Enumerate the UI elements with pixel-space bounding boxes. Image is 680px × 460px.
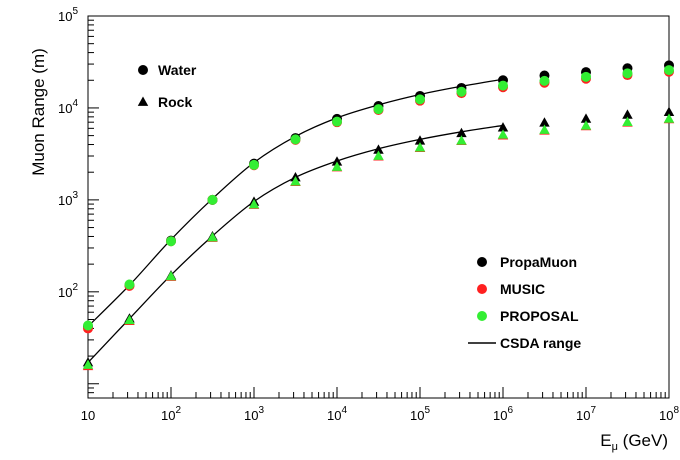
point-propamuon-rock bbox=[663, 106, 675, 116]
point-proposal-water bbox=[166, 236, 176, 247]
point-proposal-water bbox=[415, 94, 425, 105]
legend-water-label: Water bbox=[158, 62, 197, 78]
x-tick-label: 105 bbox=[410, 405, 430, 423]
point-proposal-rock bbox=[207, 231, 218, 242]
point-propamuon-rock bbox=[580, 113, 592, 123]
point-proposal-rock bbox=[331, 161, 343, 171]
point-propamuon-rock bbox=[331, 156, 343, 166]
point-proposal-rock bbox=[248, 199, 260, 209]
point-proposal-water bbox=[290, 134, 301, 145]
x-tick-label: 107 bbox=[576, 405, 596, 423]
legend-label: CSDA range bbox=[500, 335, 581, 351]
y-axis-title: Muon Range (m) bbox=[29, 48, 48, 176]
x-tick-label: 10 bbox=[81, 408, 95, 423]
point-propamuon-rock bbox=[414, 135, 426, 145]
x-tick-label: 106 bbox=[493, 405, 513, 423]
point-propamuon-rock bbox=[456, 127, 467, 138]
point-proposal-water bbox=[664, 65, 674, 76]
legend-proposal-marker bbox=[477, 311, 487, 321]
legend-music-marker bbox=[477, 284, 487, 294]
y-tick-label: 105 bbox=[58, 6, 78, 24]
x-axis-tick-labels: 10 102 103 104 105 106 107 108 bbox=[81, 405, 680, 423]
legend-rock-marker bbox=[137, 96, 149, 106]
x-tick-label: 104 bbox=[327, 405, 347, 423]
point-proposal-rock bbox=[663, 113, 675, 123]
csda-line-rock bbox=[87, 124, 504, 364]
point-proposal-water bbox=[249, 159, 259, 170]
x-axis-title: Eμ (GeV) bbox=[600, 431, 668, 453]
point-proposal-rock bbox=[622, 116, 633, 127]
point-proposal-rock bbox=[124, 314, 135, 325]
point-proposal-rock bbox=[414, 142, 426, 152]
point-proposal-rock bbox=[497, 129, 509, 139]
point-proposal-water bbox=[373, 104, 384, 115]
point-proposal-water bbox=[456, 86, 467, 97]
y-tick-label: 104 bbox=[58, 98, 78, 116]
legend-label: PROPOSAL bbox=[500, 308, 579, 324]
point-proposal-water bbox=[124, 279, 135, 290]
legend-propamuon-marker bbox=[477, 257, 487, 267]
point-proposal-water bbox=[539, 75, 550, 86]
x-axis-ticks bbox=[87, 387, 670, 398]
x-tick-label: 108 bbox=[659, 405, 679, 423]
csda-lines bbox=[87, 78, 504, 364]
legend-rock-label: Rock bbox=[158, 94, 192, 110]
plot-frame bbox=[87, 15, 670, 399]
csda-line-water bbox=[87, 78, 504, 327]
point-propamuon-rock bbox=[373, 144, 384, 154]
point-proposal-water bbox=[498, 80, 508, 91]
point-proposal-rock bbox=[580, 120, 592, 130]
point-proposal-rock bbox=[539, 124, 550, 134]
point-proposal-water bbox=[332, 116, 342, 127]
point-proposal-rock bbox=[82, 359, 94, 369]
point-propamuon-rock bbox=[622, 109, 633, 119]
point-proposal-water bbox=[581, 71, 591, 82]
data-points bbox=[82, 60, 675, 371]
y-axis-tick-labels: 102 103 104 105 bbox=[58, 6, 78, 300]
point-proposal-water bbox=[83, 320, 93, 331]
point-proposal-water bbox=[622, 68, 633, 79]
point-proposal-water bbox=[207, 194, 218, 205]
point-proposal-rock bbox=[290, 176, 301, 186]
point-proposal-rock bbox=[456, 135, 467, 145]
marker-legend: Water Rock bbox=[137, 62, 197, 110]
y-tick-label: 103 bbox=[58, 190, 78, 208]
y-tick-label: 102 bbox=[58, 282, 78, 300]
x-tick-label: 102 bbox=[161, 405, 181, 423]
x-tick-label: 103 bbox=[244, 405, 264, 423]
y-axis-ticks bbox=[88, 15, 99, 399]
legend-label: MUSIC bbox=[500, 281, 545, 297]
point-proposal-rock bbox=[165, 270, 177, 281]
point-propamuon-rock bbox=[539, 117, 550, 127]
point-proposal-rock bbox=[373, 150, 384, 160]
legend-label: PropaMuon bbox=[500, 254, 577, 270]
point-propamuon-rock bbox=[497, 122, 509, 132]
series-legend: PropaMuon MUSIC PROPOSAL CSDA range bbox=[468, 254, 581, 351]
legend-water-marker bbox=[138, 65, 148, 75]
